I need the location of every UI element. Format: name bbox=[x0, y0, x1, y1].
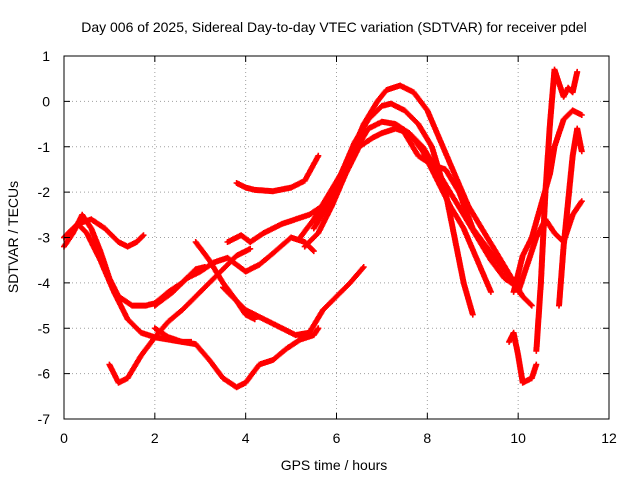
series-track-i bbox=[220, 264, 367, 339]
series-track-u bbox=[556, 125, 585, 309]
series-track-f bbox=[106, 245, 254, 386]
tick-labels: 0 2 4 6 8 10 12 -7 -6 -5 -4 -3 -2 -1 0 1 bbox=[38, 48, 617, 446]
y-tick-label: -7 bbox=[38, 411, 51, 427]
series-track-e bbox=[151, 264, 208, 307]
x-tick-label: 10 bbox=[510, 430, 526, 446]
x-tick-label: 6 bbox=[333, 430, 341, 446]
x-tick-label: 12 bbox=[601, 430, 617, 446]
x-axis-label: GPS time / hours bbox=[281, 457, 388, 473]
series-track-s bbox=[533, 66, 581, 354]
series-track-p bbox=[401, 130, 526, 300]
y-tick-label: -3 bbox=[38, 230, 51, 246]
series-track-h bbox=[151, 325, 322, 391]
y-tick-label: -6 bbox=[38, 366, 51, 382]
x-tick-label: 8 bbox=[423, 430, 431, 446]
y-tick-label: -5 bbox=[38, 320, 51, 336]
x-tick-label: 0 bbox=[60, 430, 68, 446]
y-tick-label: 1 bbox=[42, 48, 50, 64]
chart-title: Day 006 of 2025, Sidereal Day-to-day VTE… bbox=[81, 19, 587, 35]
series-track-k bbox=[224, 202, 326, 245]
y-tick-label: 0 bbox=[42, 93, 50, 109]
data-layer bbox=[61, 66, 585, 391]
y-tick-label: -4 bbox=[38, 275, 51, 291]
x-tick-label: 4 bbox=[242, 430, 250, 446]
y-tick-label: -2 bbox=[38, 184, 51, 200]
grid bbox=[64, 56, 609, 419]
x-tick-label: 2 bbox=[151, 430, 159, 446]
y-tick-label: -1 bbox=[38, 139, 51, 155]
series-track-j bbox=[233, 152, 322, 195]
y-axis-label: SDTVAR / TECUs bbox=[5, 181, 21, 293]
series-track-r bbox=[506, 329, 540, 386]
